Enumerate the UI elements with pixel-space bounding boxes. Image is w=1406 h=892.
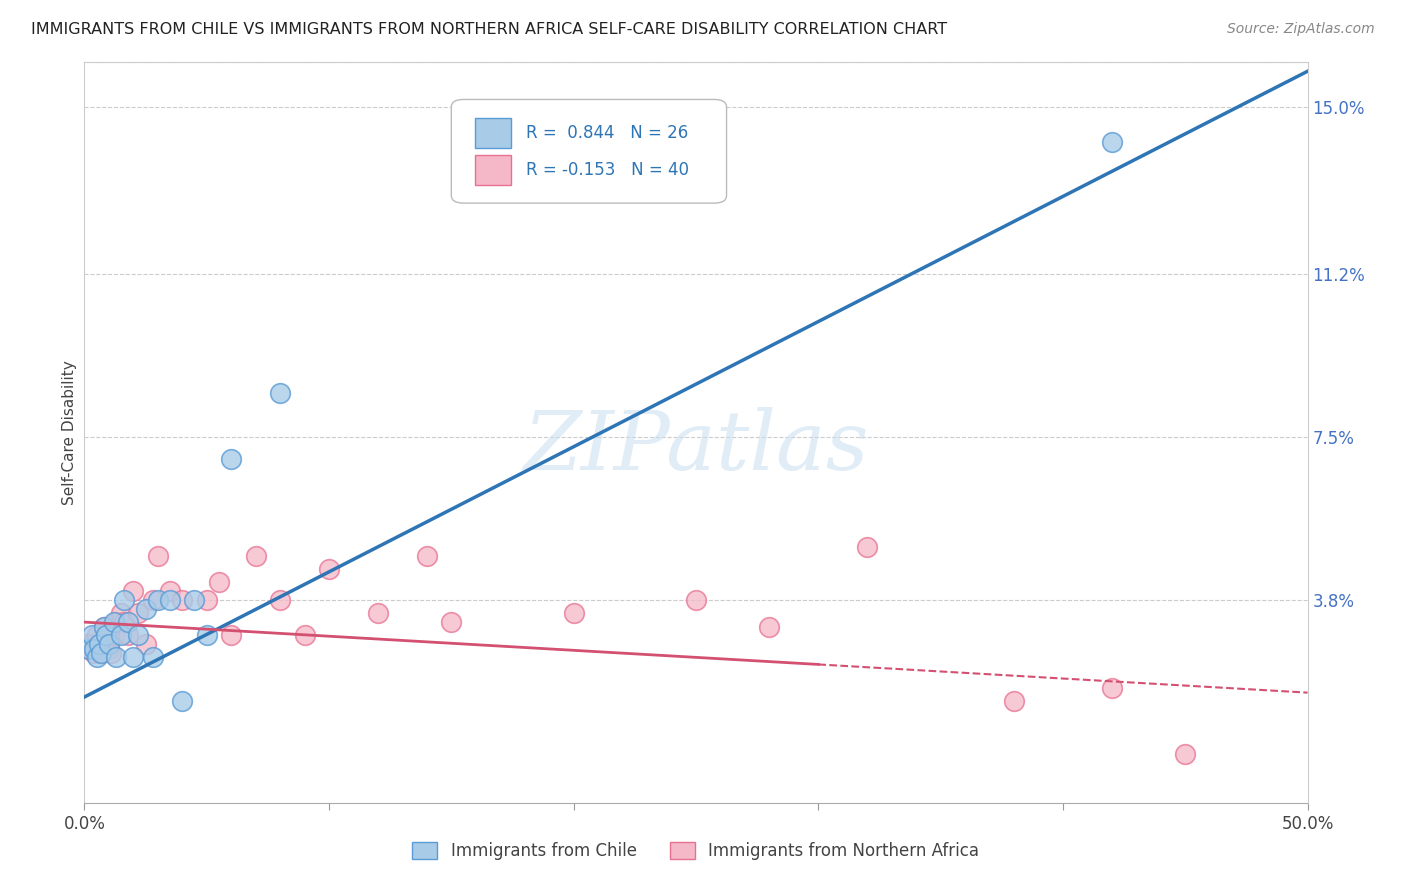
Point (142, 650, 165, 665)
Y-axis label: Self-Care Disability: Self-Care Disability (62, 360, 77, 505)
Point (127, 607, 149, 621)
Point (195, 628, 218, 642)
Point (96, 637, 118, 651)
Point (1002, 694, 1025, 708)
Point (135, 602, 157, 616)
Point (110, 607, 132, 621)
Point (105, 615, 128, 629)
Point (159, 584, 181, 599)
Point (294, 628, 316, 642)
Point (159, 593, 181, 607)
Point (856, 540, 879, 554)
Point (208, 575, 231, 590)
Point (76, 637, 98, 651)
Text: IMMIGRANTS FROM CHILE VS IMMIGRANTS FROM NORTHERN AFRICA SELF-CARE DISABILITY CO: IMMIGRANTS FROM CHILE VS IMMIGRANTS FROM… (31, 22, 948, 37)
Point (77, 641, 100, 656)
Point (758, 619, 780, 633)
Point (416, 549, 439, 563)
Point (146, 549, 169, 563)
Point (195, 593, 218, 607)
Point (86, 650, 108, 665)
Point (77, 641, 100, 656)
Point (269, 593, 291, 607)
Point (245, 549, 267, 563)
Point (440, 615, 463, 629)
Point (100, 646, 122, 660)
Point (1174, 747, 1197, 762)
Point (127, 628, 149, 642)
Point (1101, 681, 1123, 696)
Point (318, 562, 340, 576)
Point (80, 628, 103, 642)
FancyBboxPatch shape (475, 118, 512, 147)
Point (103, 628, 125, 642)
Point (142, 593, 165, 607)
Point (117, 615, 139, 629)
Point (112, 593, 135, 607)
Point (367, 607, 389, 621)
Point (93, 619, 115, 633)
Legend: Immigrants from Chile, Immigrants from Northern Africa: Immigrants from Chile, Immigrants from N… (404, 834, 988, 869)
Point (269, 386, 291, 401)
Point (96, 628, 118, 642)
Point (83, 641, 105, 656)
Point (172, 593, 194, 607)
Text: R =  0.844   N = 26: R = 0.844 N = 26 (526, 124, 688, 142)
Point (685, 593, 707, 607)
Point (105, 650, 128, 665)
Point (93, 619, 115, 633)
Point (122, 584, 145, 599)
Point (183, 593, 205, 607)
Point (172, 694, 194, 708)
Point (83, 646, 105, 660)
Point (103, 615, 125, 629)
Point (97, 637, 120, 651)
Point (1101, 135, 1123, 149)
Point (97, 641, 120, 656)
Point (87, 637, 110, 651)
Point (562, 607, 585, 621)
Point (219, 452, 242, 467)
Point (112, 615, 135, 629)
Text: R = -0.153   N = 40: R = -0.153 N = 40 (526, 161, 689, 178)
Text: ZIPatlas: ZIPatlas (523, 408, 869, 487)
Text: Source: ZipAtlas.com: Source: ZipAtlas.com (1227, 22, 1375, 37)
Point (135, 637, 157, 651)
Point (219, 628, 242, 642)
Point (122, 650, 145, 665)
Point (110, 628, 132, 642)
Point (80, 637, 103, 651)
Point (86, 628, 108, 642)
FancyBboxPatch shape (475, 155, 512, 185)
Point (146, 593, 169, 607)
Point (90, 646, 112, 660)
Point (90, 646, 112, 660)
FancyBboxPatch shape (451, 99, 727, 203)
Point (117, 628, 139, 642)
Point (87, 637, 110, 651)
